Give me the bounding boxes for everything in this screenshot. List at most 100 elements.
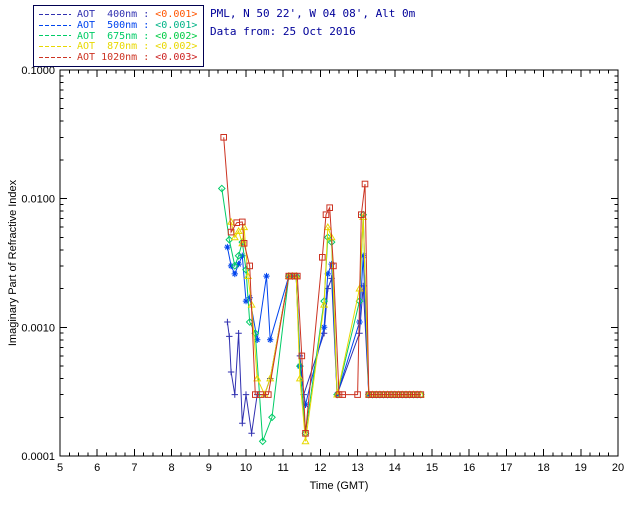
legend-row: AOT 675nm : <0.002> [38, 31, 197, 42]
x-tick-label: 13 [351, 462, 363, 474]
plus-marker [242, 391, 250, 398]
square-marker [294, 272, 301, 280]
legend-label: AOT 1020nm : [77, 52, 156, 64]
y-tick-label: 0.0100 [21, 194, 55, 206]
x-tick-label: 20 [612, 462, 624, 474]
square-marker [326, 204, 333, 211]
square-marker [369, 391, 376, 398]
plus-marker [227, 368, 235, 376]
x-tick-labels: 5 6 7 8 9 10 11 12 13 14 15 16 17 18 19 20 [57, 462, 624, 474]
legend-label: AOT 500nm : [77, 19, 156, 31]
y-tick-labels: 0.0001 0.0010 0.0100 0.1000 [21, 65, 55, 463]
legend-value: <0.003> [155, 52, 198, 64]
diamond-marker [230, 261, 239, 270]
square-marker [227, 228, 235, 236]
asterisk-marker [320, 324, 328, 331]
square-marker [387, 391, 395, 398]
square-marker [402, 391, 410, 398]
triangle-marker [295, 374, 304, 382]
plot-frame [59, 69, 619, 457]
plus-marker [235, 330, 242, 337]
triangle-marker [320, 300, 329, 308]
square-marker [322, 211, 330, 218]
square-marker [335, 391, 343, 398]
asterisk-marker [263, 272, 270, 280]
square-marker [380, 391, 387, 398]
x-tick-label: 6 [94, 462, 100, 474]
asterisk-marker [231, 270, 238, 278]
square-marker [372, 391, 380, 398]
legend-value: <0.001> [155, 8, 198, 20]
legend-box: AOT 400nm : <0.001> AOT 500nm : <0.001> AO… [33, 5, 205, 67]
diamond-marker [268, 413, 276, 422]
square-marker [391, 391, 399, 398]
asterisk-marker [324, 270, 331, 278]
square-marker [354, 391, 361, 398]
x-tick-label: 19 [575, 462, 587, 474]
square-marker [239, 218, 246, 226]
square-marker [410, 391, 417, 398]
legend-row: AOT 870nm : <0.002> [38, 41, 197, 52]
square-marker [376, 391, 384, 398]
asterisk-marker [328, 260, 335, 268]
square-marker [330, 262, 337, 270]
x-tick-label: 16 [463, 462, 475, 474]
series-1020nm [220, 134, 425, 437]
x-tick-label: 7 [131, 462, 137, 474]
asterisk-marker [267, 336, 274, 343]
y-tick-label: 0.1000 [21, 65, 55, 77]
square-marker [302, 430, 309, 437]
legend-sample-line [39, 35, 71, 37]
square-marker [319, 254, 326, 261]
legend-row: AOT 1020nm : <0.003> [38, 52, 197, 63]
x-tick-label: 10 [240, 462, 252, 474]
legend-label: AOT 675nm : [77, 30, 156, 42]
asterisk-marker [254, 336, 261, 343]
legend-row: AOT 500nm : <0.001> [38, 20, 197, 31]
series-675nm [217, 184, 425, 446]
square-marker [413, 391, 421, 398]
plus-marker [324, 285, 331, 292]
y-axis [60, 69, 618, 457]
square-marker [395, 391, 402, 398]
diamond-marker [217, 184, 226, 193]
triangle-marker [230, 233, 239, 241]
square-marker [361, 180, 369, 188]
x-axis [59, 70, 619, 456]
header-location: PML, N 50 22', W 04 08', Alt 0m [210, 7, 416, 20]
square-marker [398, 391, 406, 398]
legend-sample-line [39, 57, 71, 59]
square-marker [417, 391, 425, 398]
legend-value: <0.002> [155, 30, 198, 42]
y-tick-label: 0.0001 [21, 451, 55, 463]
plus-marker [231, 391, 238, 398]
plus-marker [320, 330, 328, 337]
legend-value: <0.002> [155, 41, 198, 53]
plus-marker [248, 430, 255, 437]
asterisk-marker [246, 294, 253, 301]
x-tick-label: 9 [206, 462, 212, 474]
square-marker [257, 391, 265, 398]
y-axis-title: Imaginary Part of Refractive Index [7, 179, 19, 346]
x-tick-label: 15 [426, 462, 438, 474]
plus-marker [356, 330, 363, 337]
plus-marker [226, 333, 233, 340]
diamond-marker [251, 329, 260, 338]
x-tick-label: 12 [314, 462, 326, 474]
x-tick-label: 17 [500, 462, 512, 474]
asterisk-marker [302, 401, 309, 408]
square-marker [220, 134, 227, 141]
square-marker [265, 391, 272, 398]
legend-sample-line [39, 46, 71, 48]
y-tick-label: 0.0010 [21, 322, 55, 334]
x-tick-label: 11 [277, 462, 288, 474]
x-tick-label: 18 [537, 462, 549, 474]
asterisk-marker [235, 260, 242, 268]
diamond-marker [258, 437, 267, 446]
series-line [223, 137, 421, 434]
asterisk-marker [242, 297, 250, 305]
square-marker [365, 391, 373, 398]
square-marker [406, 391, 413, 398]
